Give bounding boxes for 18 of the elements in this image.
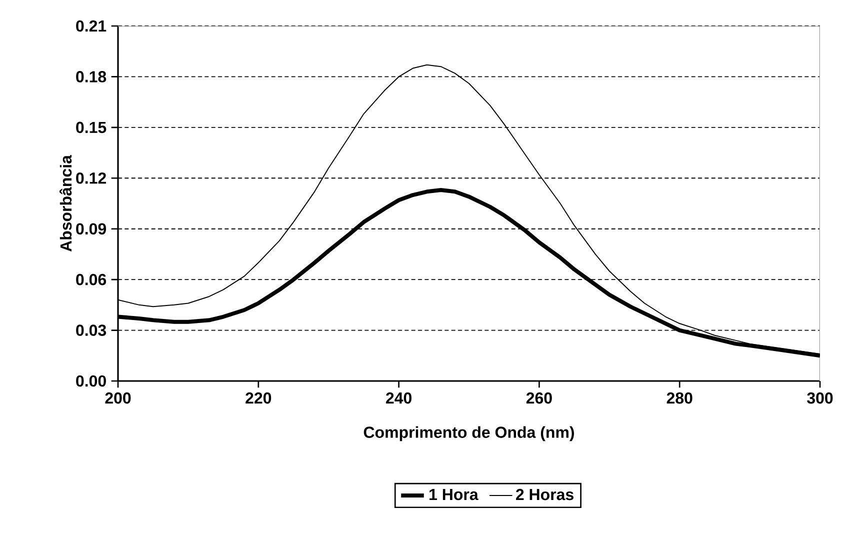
y-axis-title: Absorbância — [60, 154, 72, 252]
y-tick-label: 0.18 — [76, 71, 106, 82]
y-tick-label: 0.21 — [76, 20, 106, 32]
y-tick-label: 0.15 — [76, 122, 106, 134]
x-tick-label: 280 — [666, 392, 692, 404]
y-tick-label: 0.06 — [76, 274, 106, 286]
x-axis-title: Comprimento de Onda (nm) — [364, 426, 574, 442]
y-tick-label: 0.03 — [76, 324, 106, 336]
y-tick-label: 0.00 — [76, 375, 106, 387]
y-tick-label: 0.09 — [76, 223, 106, 235]
legend-label: 2 Horas — [516, 488, 574, 500]
y-tick-label: 0.12 — [76, 172, 106, 184]
legend-label: 1 Hora — [430, 488, 478, 500]
x-tick-label: 260 — [526, 392, 552, 404]
x-tick-label: 240 — [386, 392, 412, 404]
x-tick-label: 300 — [807, 392, 833, 404]
x-tick-label: 200 — [105, 392, 131, 404]
x-tick-label: 220 — [246, 392, 272, 404]
